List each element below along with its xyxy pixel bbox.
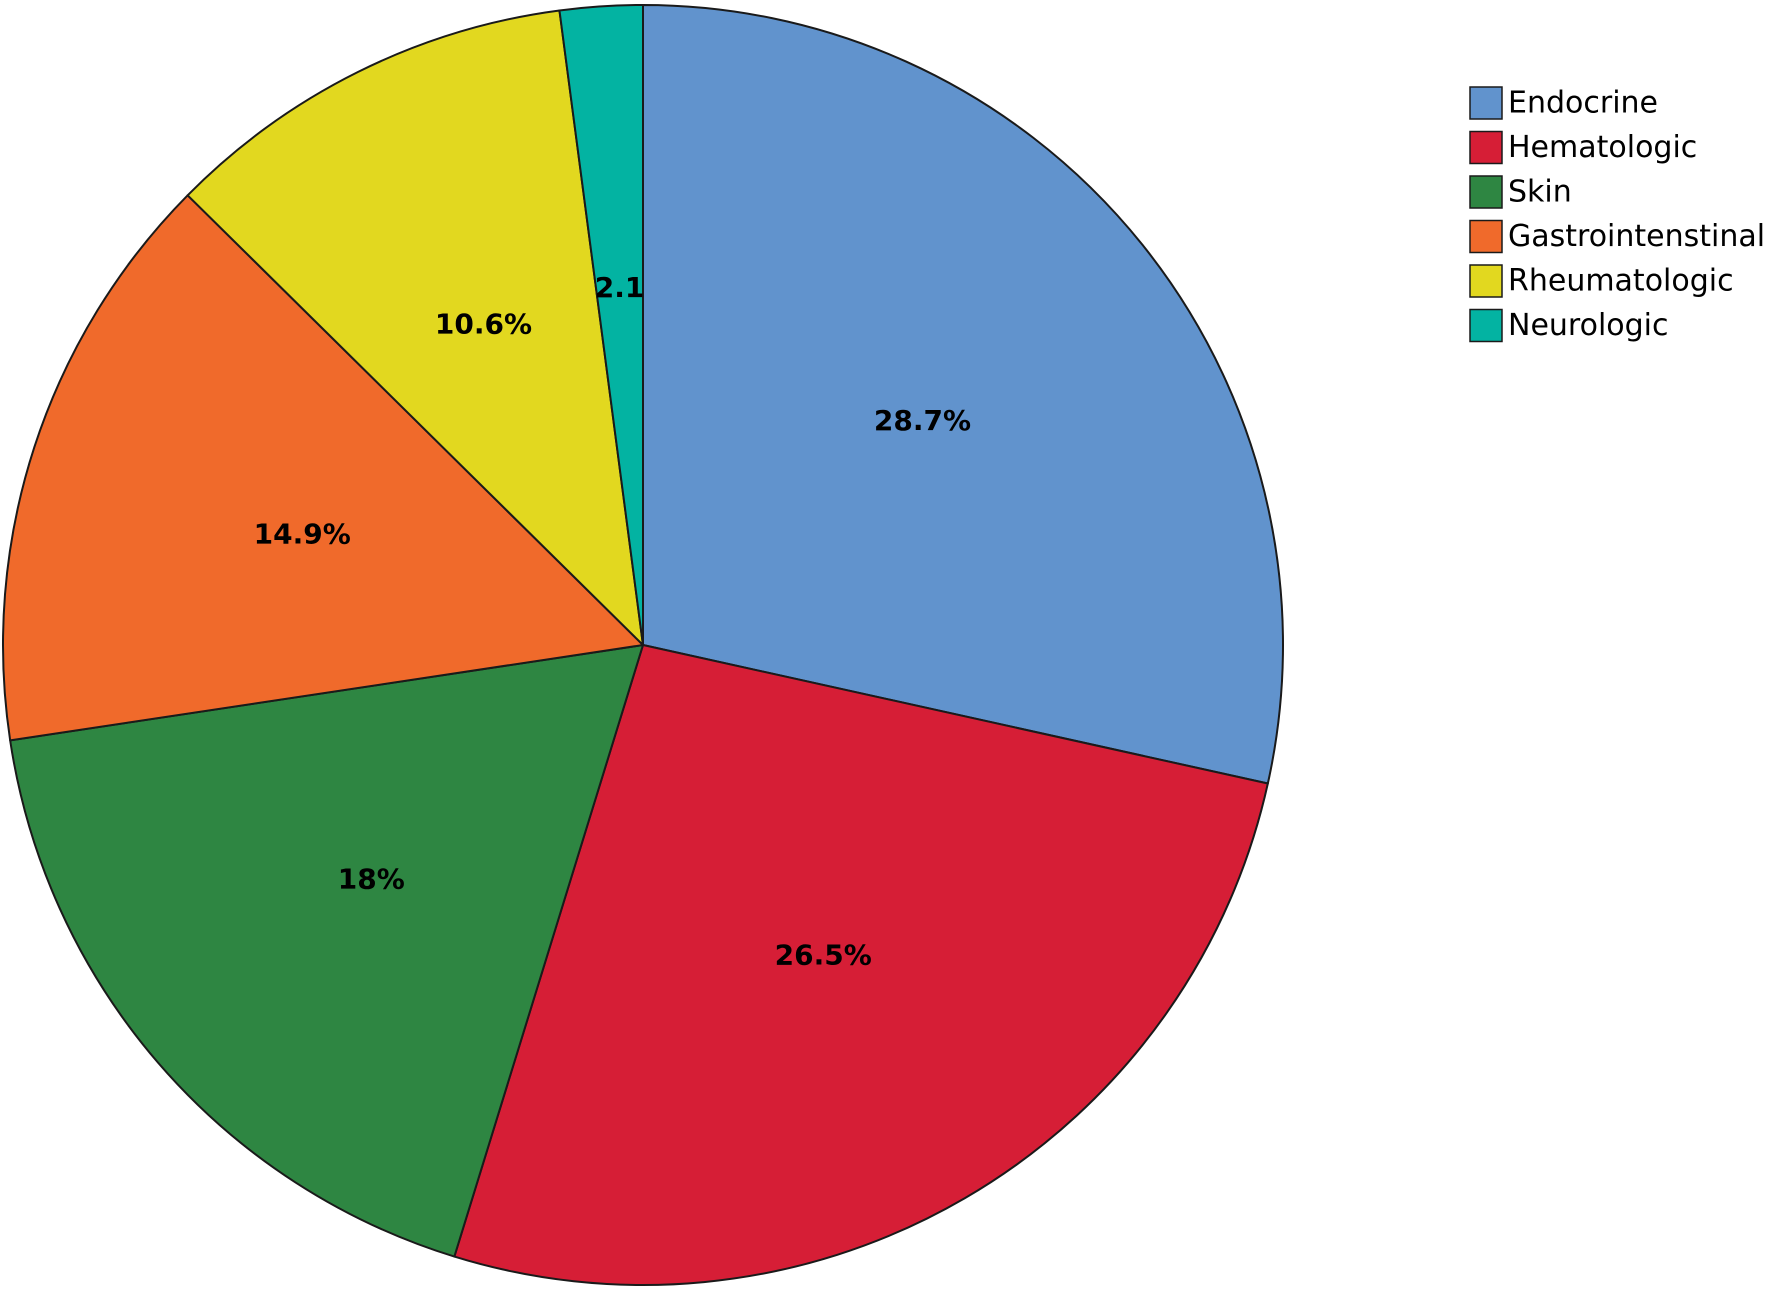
data-label-gastrointenstinal: 14.9%: [254, 518, 351, 551]
pie-data-labels: 28.7% 26.5% 18% 14.9% 10.6% 2.1: [254, 271, 971, 971]
legend-label-hematologic: Hematologic: [1508, 130, 1697, 165]
legend-label-skin: Skin: [1508, 175, 1572, 210]
legend-swatch-neurologic: [1469, 308, 1503, 343]
pie-slice-neurologic: [558, 4, 644, 646]
pie-slice-endocrine: [642, 4, 1284, 785]
legend-label-rheumatologic: Rheumatologic: [1508, 264, 1734, 299]
legend-swatch-gastrointenstinal: [1469, 219, 1503, 254]
legend-label-neurologic: Neurologic: [1508, 308, 1669, 343]
legend-swatch-endocrine: [1469, 86, 1503, 120]
pie-slices: [2, 4, 1284, 1286]
legend-label-gastrointenstinal: Gastrointenstinal: [1508, 219, 1765, 254]
data-label-endocrine: 28.7%: [874, 404, 971, 437]
pie-slice-hematologic: [453, 644, 1269, 1286]
legend: Endocrine Hematologic Skin Gastrointenstina…: [1469, 86, 1765, 343]
legend-swatch-rheumatologic: [1469, 264, 1503, 298]
legend-swatch-skin: [1469, 175, 1503, 209]
data-label-skin: 18%: [338, 862, 405, 895]
data-label-hematologic: 26.5%: [775, 938, 872, 971]
pie-slice-rheumatologic: [186, 9, 644, 646]
data-label-rheumatologic: 10.6%: [435, 308, 532, 341]
legend-swatch-hematologic: [1469, 130, 1503, 165]
pie-slice-skin: [9, 644, 644, 1258]
data-label-neurologic: 2.1: [595, 271, 645, 304]
legend-label-endocrine: Endocrine: [1508, 86, 1658, 121]
pie-slice-gastrointenstinal: [2, 194, 644, 742]
